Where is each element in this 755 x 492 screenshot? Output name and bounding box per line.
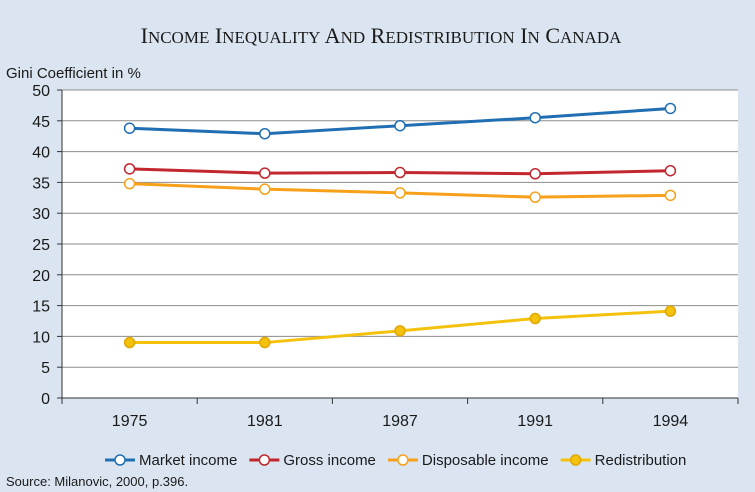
data-point-market-income bbox=[123, 122, 136, 134]
y-tick-label: 0 bbox=[41, 391, 50, 408]
legend: Market income Gross income Disposable inco… bbox=[105, 452, 686, 469]
data-point-redistribution bbox=[394, 325, 406, 337]
y-axis-label: Gini Coefficient in % bbox=[6, 65, 141, 82]
data-point-market-income bbox=[664, 102, 677, 115]
data-point-redistribution bbox=[529, 312, 541, 325]
data-point-market-income bbox=[259, 127, 271, 140]
data-point-redistribution bbox=[123, 336, 136, 349]
data-point-market-income bbox=[394, 119, 406, 132]
data-point-redistribution bbox=[259, 336, 271, 349]
data-point-gross-income bbox=[259, 167, 271, 179]
y-tick-label: 35 bbox=[32, 175, 50, 192]
y-tick-label: 20 bbox=[32, 268, 50, 285]
legend-marker-market-income bbox=[114, 454, 126, 466]
data-point-gross-income bbox=[664, 164, 677, 177]
data-point-gross-income bbox=[394, 166, 406, 179]
data-point-redistribution bbox=[664, 305, 677, 317]
legend-label-disposable-income: Disposable income bbox=[422, 452, 549, 469]
y-tick-label: 5 bbox=[41, 360, 50, 377]
legend-label-redistribution: Redistribution bbox=[595, 452, 687, 469]
chart-title: INCOME INEQUALITY AND REDISTRIBUTION IN … bbox=[141, 23, 622, 48]
data-point-disposable-income bbox=[259, 183, 271, 195]
y-tick-label: 15 bbox=[32, 299, 50, 316]
y-tick-label: 25 bbox=[32, 237, 50, 254]
x-tick-label: 1994 bbox=[653, 413, 689, 430]
legend-marker-redistribution bbox=[569, 454, 582, 466]
data-point-market-income bbox=[529, 111, 541, 124]
data-point-disposable-income bbox=[123, 177, 136, 190]
data-point-disposable-income bbox=[394, 187, 406, 199]
legend-marker-gross-income bbox=[258, 454, 271, 466]
x-tick-label: 1987 bbox=[382, 413, 418, 430]
y-tick-label: 40 bbox=[32, 145, 50, 162]
y-tick-label: 30 bbox=[32, 206, 50, 223]
legend-label-gross-income: Gross income bbox=[283, 452, 376, 469]
data-point-disposable-income bbox=[529, 191, 541, 203]
x-tick-label: 1981 bbox=[247, 413, 283, 430]
data-point-gross-income bbox=[529, 168, 541, 180]
plot-area: 0 5 10 15 20 25 30 35 40 45 50 1975 1981 1987 1991 1994 bbox=[32, 83, 739, 430]
legend-marker-disposable-income bbox=[397, 454, 409, 466]
x-tick-label: 1991 bbox=[517, 413, 553, 430]
data-point-gross-income bbox=[123, 163, 136, 175]
y-tick-label: 50 bbox=[32, 83, 50, 100]
legend-label-market-income: Market income bbox=[139, 452, 237, 469]
x-tick-label: 1975 bbox=[112, 413, 148, 430]
y-tick-label: 45 bbox=[32, 114, 50, 131]
y-tick-label: 10 bbox=[32, 329, 50, 346]
source-note: Source: Milanovic, 2000, p.396. bbox=[6, 474, 188, 489]
data-point-disposable-income bbox=[664, 189, 677, 202]
